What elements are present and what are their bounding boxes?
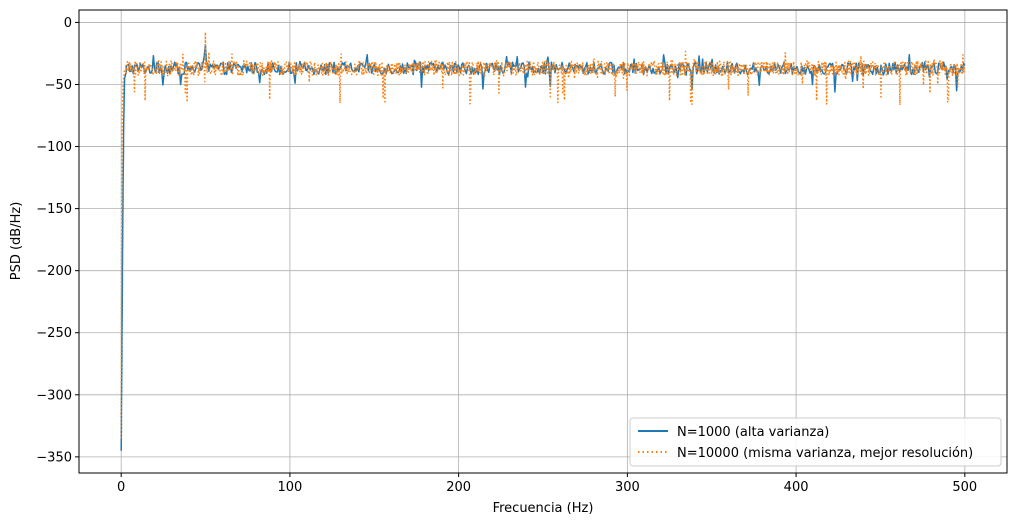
plot-frame bbox=[78, 9, 1008, 474]
grid-lines bbox=[79, 10, 1007, 473]
series-layer bbox=[120, 31, 966, 451]
y-axis-ticks: 0 −50 −100 −150 −200 −250 −300 −350 bbox=[36, 16, 79, 465]
x-tick-label: 0 bbox=[117, 480, 125, 495]
y-tick-label: −300 bbox=[36, 388, 72, 403]
x-tick-label: 200 bbox=[446, 480, 471, 495]
x-tick-label: 400 bbox=[784, 480, 809, 495]
legend-label-n10000: N=10000 (misma varianza, mejor resolució… bbox=[677, 446, 973, 461]
legend: N=1000 (alta varianza) N=10000 (misma va… bbox=[629, 417, 1002, 467]
legend-label-n1000: N=1000 (alta varianza) bbox=[677, 425, 829, 440]
series-line-n1000 bbox=[120, 44, 966, 451]
y-tick-label: 0 bbox=[64, 16, 72, 31]
x-tick-label: 500 bbox=[952, 480, 977, 495]
y-tick-label: −350 bbox=[36, 450, 72, 465]
x-tick-label: 100 bbox=[277, 480, 302, 495]
y-tick-label: −50 bbox=[45, 78, 72, 93]
x-axis-ticks: 0 100 200 300 400 500 bbox=[117, 473, 977, 495]
legend-box bbox=[629, 417, 1002, 467]
x-axis-title: Frecuencia (Hz) bbox=[493, 501, 594, 516]
y-tick-label: −200 bbox=[36, 264, 72, 279]
y-tick-label: −150 bbox=[36, 202, 72, 217]
x-tick-label: 300 bbox=[615, 480, 640, 495]
y-axis-title: PSD (dB/Hz) bbox=[9, 202, 24, 281]
y-tick-label: −100 bbox=[36, 140, 72, 155]
y-tick-label: −250 bbox=[36, 326, 72, 341]
series-line-n10000 bbox=[120, 31, 965, 439]
